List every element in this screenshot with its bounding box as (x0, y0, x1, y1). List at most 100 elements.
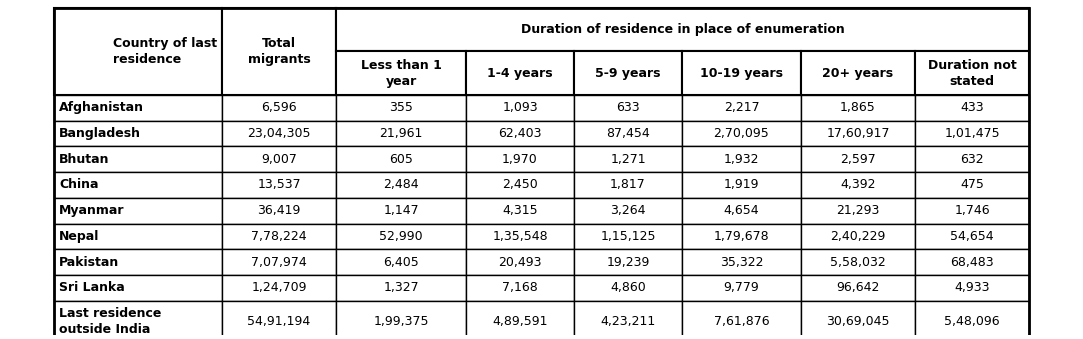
Bar (466, 249, 574, 275)
Bar (682, 223, 801, 249)
Text: 433: 433 (961, 101, 983, 114)
Bar (801, 146, 915, 172)
Text: 19,239: 19,239 (606, 256, 650, 268)
Text: 3,264: 3,264 (610, 204, 645, 217)
Bar (336, 275, 466, 301)
Bar (336, 121, 466, 146)
Bar (682, 301, 801, 339)
Text: 1,327: 1,327 (383, 281, 419, 294)
Text: 5,48,096: 5,48,096 (944, 315, 1000, 328)
Text: 1,817: 1,817 (610, 178, 645, 192)
Text: 7,168: 7,168 (503, 281, 538, 294)
Bar (222, 301, 336, 339)
Text: 4,89,591: 4,89,591 (493, 315, 548, 328)
Bar (801, 172, 915, 198)
Text: 1,271: 1,271 (610, 153, 645, 166)
Bar (222, 121, 336, 146)
Bar (915, 275, 1029, 301)
Bar (801, 198, 915, 223)
Bar (222, 249, 336, 275)
Text: 1,093: 1,093 (503, 101, 538, 114)
Bar (682, 95, 801, 121)
Text: 1,15,125: 1,15,125 (600, 230, 655, 243)
Bar (336, 249, 466, 275)
Bar (682, 146, 801, 172)
Text: Less than 1
year: Less than 1 year (361, 59, 442, 88)
Bar (222, 172, 336, 198)
Bar (915, 146, 1029, 172)
Text: 1,919: 1,919 (723, 178, 759, 192)
Bar (801, 95, 915, 121)
Text: 4,860: 4,860 (610, 281, 645, 294)
Text: 7,07,974: 7,07,974 (251, 256, 306, 268)
Bar (336, 223, 466, 249)
Text: 62,403: 62,403 (498, 127, 542, 140)
Bar (54, 146, 222, 172)
Bar (915, 52, 1029, 95)
Text: 30,69,045: 30,69,045 (826, 315, 890, 328)
Bar (574, 146, 682, 172)
Text: 2,450: 2,450 (503, 178, 538, 192)
Text: Nepal: Nepal (58, 230, 100, 243)
Text: 1,746: 1,746 (954, 204, 990, 217)
Text: 1,99,375: 1,99,375 (374, 315, 429, 328)
Bar (801, 121, 915, 146)
Bar (54, 223, 222, 249)
Text: China: China (58, 178, 99, 192)
Text: 23,04,305: 23,04,305 (247, 127, 311, 140)
Bar (336, 95, 466, 121)
Text: Total
migrants: Total migrants (248, 37, 311, 66)
Bar (54, 198, 222, 223)
Text: 2,484: 2,484 (383, 178, 419, 192)
Text: 20+ years: 20+ years (822, 67, 893, 80)
Bar (336, 301, 466, 339)
Text: 87,454: 87,454 (606, 127, 650, 140)
Text: 7,78,224: 7,78,224 (251, 230, 306, 243)
Text: 1,79,678: 1,79,678 (714, 230, 769, 243)
Bar (682, 172, 801, 198)
Bar (682, 121, 801, 146)
Bar (54, 121, 222, 146)
Bar (574, 249, 682, 275)
Text: 10-19 years: 10-19 years (700, 67, 783, 80)
Text: 20,493: 20,493 (498, 256, 542, 268)
Text: 6,596: 6,596 (261, 101, 297, 114)
Bar (466, 52, 574, 95)
Bar (466, 275, 574, 301)
Bar (336, 52, 466, 95)
Bar (222, 223, 336, 249)
Text: 1,24,709: 1,24,709 (251, 281, 306, 294)
Text: 633: 633 (616, 101, 640, 114)
Text: Myanmar: Myanmar (58, 204, 125, 217)
Bar (915, 172, 1029, 198)
Text: 2,70,095: 2,70,095 (714, 127, 769, 140)
Text: 2,40,229: 2,40,229 (831, 230, 886, 243)
Bar (801, 275, 915, 301)
Text: 54,91,194: 54,91,194 (247, 315, 311, 328)
Bar (222, 275, 336, 301)
Text: Bangladesh: Bangladesh (58, 127, 141, 140)
Bar (682, 249, 801, 275)
Bar (466, 301, 574, 339)
Text: 5-9 years: 5-9 years (596, 67, 661, 80)
Text: 17,60,917: 17,60,917 (826, 127, 890, 140)
Bar (574, 198, 682, 223)
Bar (801, 301, 915, 339)
Bar (801, 223, 915, 249)
Text: 475: 475 (960, 178, 984, 192)
Text: 96,642: 96,642 (836, 281, 879, 294)
Bar (54, 275, 222, 301)
Bar (466, 172, 574, 198)
Bar (336, 198, 466, 223)
Bar (574, 275, 682, 301)
Bar (915, 198, 1029, 223)
Bar (222, 8, 336, 95)
Text: 52,990: 52,990 (379, 230, 422, 243)
Text: 1,865: 1,865 (840, 101, 876, 114)
Text: 1,932: 1,932 (723, 153, 759, 166)
Bar (915, 121, 1029, 146)
Text: 21,293: 21,293 (836, 204, 879, 217)
Text: 605: 605 (389, 153, 413, 166)
Bar (54, 249, 222, 275)
Bar (54, 301, 222, 339)
